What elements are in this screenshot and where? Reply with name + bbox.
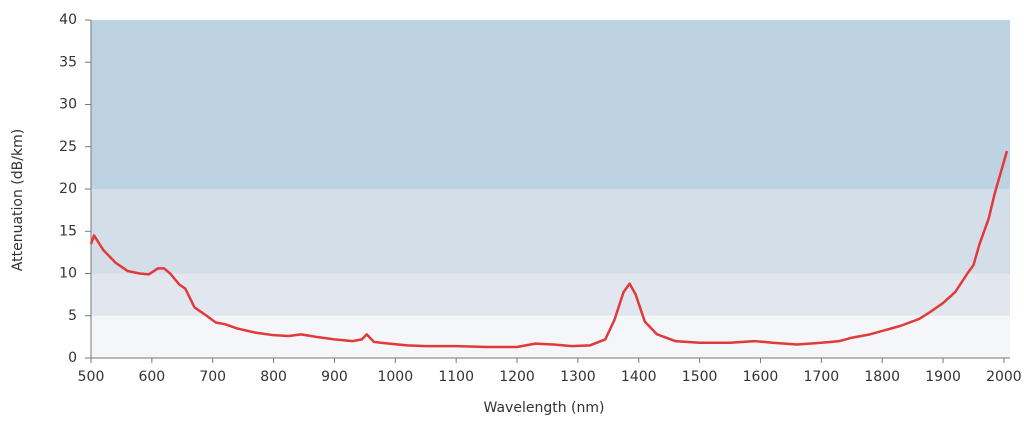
x-tick-label: 2000 <box>986 369 1022 385</box>
y-tick-label: 10 <box>59 266 77 282</box>
x-tick-label: 1900 <box>925 369 961 385</box>
x-axis-label: Wavelength (nm) <box>484 400 605 416</box>
x-tick-label: 500 <box>78 369 105 385</box>
y-axis-label: Attenuation (dB/km) <box>10 129 26 271</box>
x-tick-label: 1600 <box>743 369 779 385</box>
x-tick-label: 600 <box>138 369 165 385</box>
x-tick-label: 1300 <box>560 369 596 385</box>
y-tick-label: 15 <box>59 223 77 239</box>
x-tick-label: 1500 <box>682 369 718 385</box>
x-tick-label: 1800 <box>864 369 900 385</box>
y-tick-label: 5 <box>68 308 77 324</box>
x-tick-label: 1400 <box>621 369 657 385</box>
y-tick-label: 0 <box>68 350 77 366</box>
x-tick-label: 900 <box>321 369 348 385</box>
x-tick-label: 800 <box>260 369 287 385</box>
background-band <box>91 273 1010 316</box>
y-tick-label: 20 <box>59 181 77 197</box>
x-tick-label: 1700 <box>804 369 840 385</box>
x-tick-label: 1200 <box>499 369 535 385</box>
y-tick-label: 30 <box>59 97 77 113</box>
x-tick-label: 1100 <box>438 369 474 385</box>
x-tick-label: 1000 <box>377 369 413 385</box>
y-tick-label: 40 <box>59 12 77 28</box>
background-band <box>91 20 1010 189</box>
data-line <box>89 150 1009 349</box>
x-tick-label: 700 <box>199 369 226 385</box>
background-band <box>91 189 1010 274</box>
y-tick-label: 25 <box>59 139 77 155</box>
background-band <box>91 315 1010 358</box>
y-tick-label: 35 <box>59 54 77 70</box>
